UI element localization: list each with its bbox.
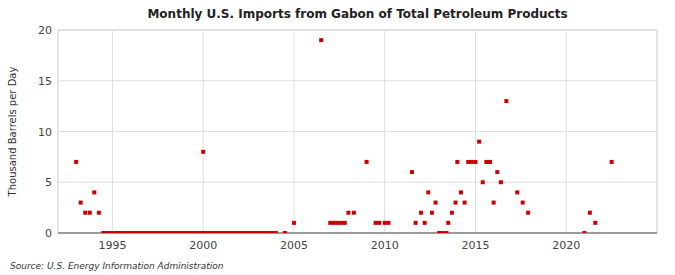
point (444, 231, 448, 233)
point (274, 231, 278, 233)
y-grid-line (58, 80, 657, 81)
plot-area (58, 30, 657, 233)
point (495, 170, 499, 174)
point (430, 211, 434, 215)
point (481, 180, 485, 184)
point (79, 201, 83, 205)
point (521, 201, 525, 205)
point (441, 231, 445, 233)
point (386, 221, 390, 225)
point (92, 190, 96, 194)
point (365, 160, 369, 164)
point (339, 221, 343, 225)
point (328, 221, 332, 225)
title: Monthly U.S. Imports from Gabon of Total… (147, 7, 567, 21)
point (434, 201, 438, 205)
point (374, 221, 378, 225)
point (466, 160, 470, 164)
y-tick-label: 0 (45, 227, 52, 240)
x-tick-label: 1995 (98, 239, 126, 252)
y-tick-label: 5 (45, 176, 52, 189)
point (423, 221, 427, 225)
point (593, 221, 597, 225)
point (419, 211, 423, 215)
point (515, 190, 519, 194)
x-grid-line (293, 30, 294, 233)
point (588, 211, 592, 215)
point (488, 160, 492, 164)
x-tick-label: 2020 (552, 239, 580, 252)
point (201, 150, 205, 154)
point (426, 190, 430, 194)
point (199, 231, 203, 233)
point (74, 160, 78, 164)
x-grid-line (203, 30, 204, 233)
point (343, 221, 347, 225)
point (377, 221, 381, 225)
x-tick-label: 2000 (189, 239, 217, 252)
point (455, 160, 459, 164)
y-grid-line (58, 30, 657, 31)
point (492, 201, 496, 205)
chart: 0 5 10 15 20 1995 2000 2005 2010 2015 2020 Monthly … (0, 0, 675, 275)
x-grid-line (566, 30, 567, 233)
x-tick-label: 2010 (371, 239, 399, 252)
x-tick-label: 2015 (461, 239, 489, 252)
point (450, 211, 454, 215)
point (410, 170, 414, 174)
point (414, 221, 418, 225)
y-grid-line (58, 131, 657, 132)
point (346, 211, 350, 215)
x-grid-line (384, 30, 385, 233)
point (283, 231, 287, 233)
y-tick-label: 10 (38, 126, 52, 139)
x-grid-line (112, 30, 113, 233)
point (319, 38, 323, 42)
point (459, 190, 463, 194)
point (484, 160, 488, 164)
point (454, 201, 458, 205)
point (332, 221, 336, 225)
point (336, 221, 340, 225)
point (504, 99, 508, 103)
point (292, 221, 296, 225)
point (526, 211, 530, 215)
point (383, 221, 387, 225)
point (352, 211, 356, 215)
x-grid-line (475, 30, 476, 233)
point (88, 211, 92, 215)
point (610, 160, 614, 164)
y-tick-label: 20 (38, 24, 52, 37)
point (463, 201, 467, 205)
point (446, 221, 450, 225)
point (499, 180, 503, 184)
point (582, 231, 586, 233)
point (470, 160, 474, 164)
y-axis-label: Thousand Barrels per Day (7, 67, 18, 198)
point (473, 160, 477, 164)
y-tick-label: 15 (38, 75, 52, 88)
y-grid-line (58, 182, 657, 183)
source-note: Source: U.S. Energy Information Administ… (10, 261, 224, 271)
point (437, 231, 441, 233)
grid (58, 30, 657, 233)
point (83, 211, 87, 215)
point (97, 211, 101, 215)
points (74, 38, 613, 233)
point (477, 140, 481, 144)
x-tick-label: 2005 (280, 239, 308, 252)
